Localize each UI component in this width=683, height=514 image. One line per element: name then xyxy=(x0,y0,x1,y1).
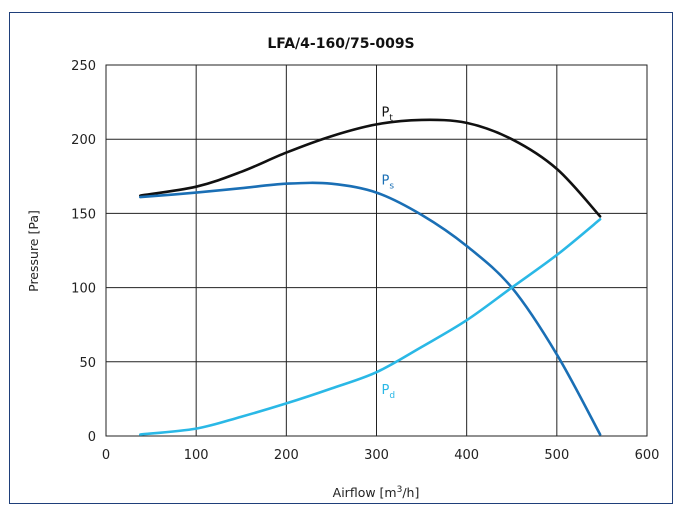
x-tick-label: 0 xyxy=(102,448,110,463)
tick-labels: 0 100 200 300 400 500 600 0 50 100 150 200 250 xyxy=(71,59,659,463)
curve-labels: Pt Ps Pd xyxy=(382,105,396,401)
grid xyxy=(105,64,648,437)
series-line-pd xyxy=(139,218,602,436)
x-tick-label: 300 xyxy=(364,448,389,463)
y-tick-label: 50 xyxy=(79,356,96,371)
x-tick-label: 400 xyxy=(454,448,479,463)
series-label: Ps xyxy=(382,174,395,192)
series-label: Pd xyxy=(382,383,396,401)
y-tick-label: 250 xyxy=(71,59,96,74)
series-label: Pt xyxy=(382,105,394,123)
series-line-ps xyxy=(139,181,602,436)
y-tick-label: 200 xyxy=(71,133,96,148)
x-tick-label: 500 xyxy=(544,448,569,463)
y-axis-label: Pressure [Pa] xyxy=(26,210,41,292)
x-tick-label: 200 xyxy=(274,448,299,463)
y-tick-label: 150 xyxy=(71,207,96,222)
curves xyxy=(139,118,602,436)
chart-frame xyxy=(9,12,673,504)
series-line-pt xyxy=(139,118,602,218)
chart-title: LFA/4-160/75-009S xyxy=(267,36,414,52)
x-tick-label: 600 xyxy=(635,448,660,463)
x-tick-label: 100 xyxy=(184,448,209,463)
x-axis-label: Airflow [m3/h] xyxy=(333,485,420,500)
y-tick-label: 100 xyxy=(71,282,96,297)
y-tick-label: 0 xyxy=(88,430,96,445)
